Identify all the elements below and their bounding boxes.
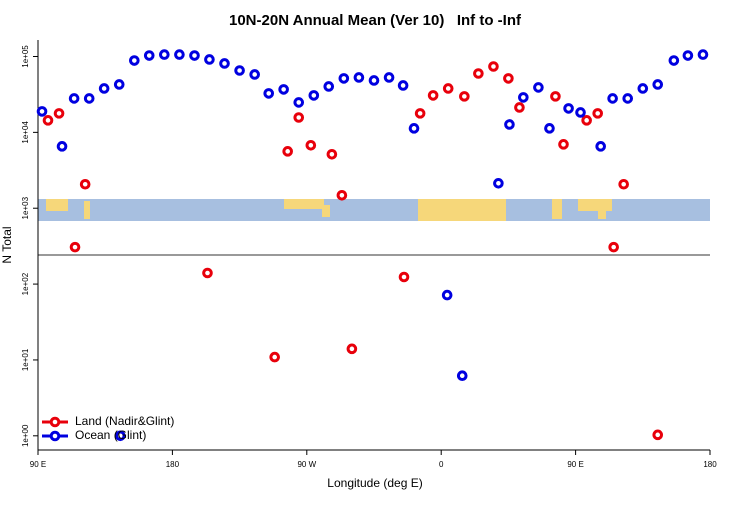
point [414,108,426,119]
y-tick-label: 1e+04 [21,121,30,144]
point [282,146,293,157]
y-tick-label: 1e+00 [21,424,30,447]
x-tick-label: 90 E [567,460,583,469]
point [305,140,317,151]
point [293,112,305,123]
point [56,141,68,152]
x-tick-label: 0 [439,460,444,469]
point [682,50,694,61]
legend-label: Ocean (Glint) [75,428,146,442]
point [249,69,260,80]
point [441,289,453,301]
point [408,123,420,134]
point [397,80,409,91]
point [174,49,185,60]
point [79,178,91,190]
point [83,93,95,104]
point [113,79,125,90]
point [36,106,48,117]
point [293,97,305,108]
point [514,102,525,113]
point [234,65,245,76]
point [668,55,680,66]
point [68,93,80,104]
point [697,49,709,60]
point [69,241,81,253]
y-tick-label: 1e+02 [21,272,30,295]
point [607,93,618,104]
point [488,61,499,72]
point [159,49,170,60]
point [53,108,65,119]
x-tick-label: 90 E [30,460,46,469]
point [346,343,358,355]
point [592,108,604,119]
point [336,190,348,201]
point [558,139,569,150]
legend-label: Land (Nadir&Glint) [75,414,174,428]
point [353,72,365,83]
map-strip [38,199,710,221]
x-tick-label: 180 [166,460,180,469]
point [608,241,619,253]
point [189,50,200,61]
chart-title: 10N-20N Annual Mean (Ver 10) Inf to -Inf [229,12,522,29]
point [263,88,275,99]
point [442,83,454,94]
point [652,79,664,90]
point [595,141,606,152]
x-axis-label: Longitude (deg E) [327,476,422,490]
legend-marker [49,416,61,428]
point [269,351,280,363]
point [129,55,140,66]
point [637,83,649,94]
point [368,75,380,86]
point [518,92,529,103]
point [326,148,338,160]
point [473,68,484,79]
point [504,119,515,130]
point [503,73,514,84]
point [427,90,439,101]
point [493,178,504,189]
point [622,93,634,104]
point [308,90,320,101]
point [202,267,213,279]
point [114,430,126,442]
point [459,91,470,102]
point [618,178,629,190]
point [338,73,350,84]
point [550,91,561,102]
x-tick-label: 180 [703,460,717,469]
point [544,123,555,134]
y-tick-label: 1e+03 [21,196,30,219]
y-tick-label: 1e+01 [21,348,30,371]
point [323,81,335,92]
legend-marker [49,430,61,442]
y-tick-label: 1e+05 [21,45,30,68]
point [143,50,155,61]
point [563,103,574,114]
point [98,83,110,94]
x-tick-label: 90 W [297,460,316,469]
point [652,429,664,441]
y-axis-label: N Total [0,226,14,263]
point [456,370,468,381]
point [575,107,586,118]
point [533,82,544,93]
point [204,54,215,65]
point [278,84,289,95]
point [383,72,395,83]
point [42,115,54,126]
point [219,58,230,69]
point [398,271,410,283]
point [581,115,592,126]
